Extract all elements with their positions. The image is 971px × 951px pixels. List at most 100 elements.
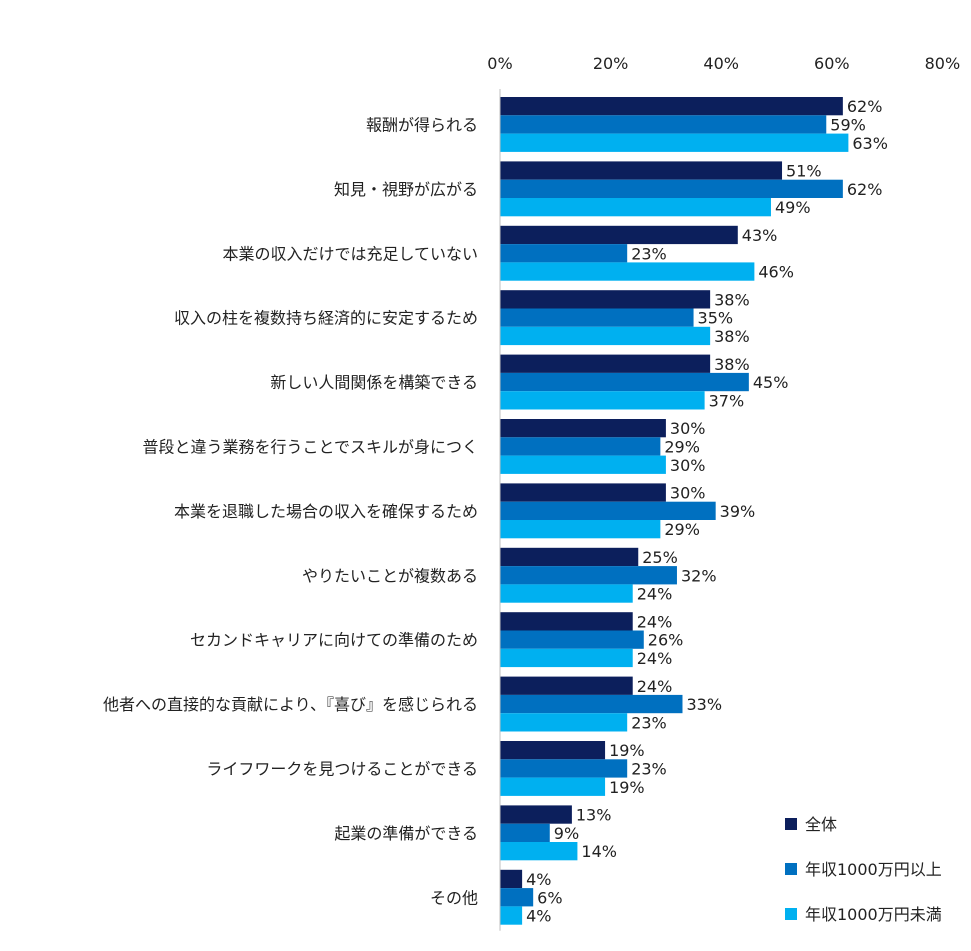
bar <box>500 777 606 796</box>
bar <box>500 115 827 134</box>
x-tick-label: 0% <box>487 54 512 73</box>
legend-label: 年収1000万円以上 <box>805 860 942 879</box>
bar <box>500 612 633 631</box>
bar-value-label: 29% <box>664 437 700 456</box>
bar-value-label: 39% <box>720 502 756 521</box>
bar-value-label: 30% <box>670 456 706 475</box>
bar-value-label: 13% <box>576 806 612 825</box>
category-label: 収入の柱を複数持ち経済的に安定するため <box>174 309 478 328</box>
bar <box>500 391 705 410</box>
bar <box>500 161 783 180</box>
bar <box>500 372 749 392</box>
bar <box>500 694 683 714</box>
bar <box>500 262 755 281</box>
category-label: 本業を退職した場合の収入を確保するため <box>174 502 478 521</box>
bar-value-label: 14% <box>581 842 617 861</box>
bar <box>500 630 644 649</box>
bar <box>500 648 633 668</box>
bar <box>500 179 843 198</box>
bar <box>500 906 523 925</box>
x-axis-ticks: 0% 20% 40% 60% 80% <box>487 54 960 73</box>
x-tick-label: 60% <box>814 54 850 73</box>
bar <box>500 823 550 842</box>
bar <box>500 244 628 263</box>
bar-value-label: 30% <box>670 419 706 438</box>
bar-value-label: 23% <box>631 759 667 778</box>
bar <box>500 869 523 889</box>
bar <box>500 501 716 520</box>
bar <box>500 741 606 760</box>
bar <box>500 566 677 585</box>
bar-value-label: 38% <box>714 327 750 346</box>
bar <box>500 354 711 373</box>
bar-value-label: 49% <box>775 198 811 217</box>
x-tick-label: 40% <box>703 54 739 73</box>
bar-value-label: 24% <box>637 585 673 604</box>
bar-value-label: 19% <box>609 778 645 797</box>
bar <box>500 547 639 567</box>
bar <box>500 225 738 245</box>
category-label: 他者への直接的な貢献により、『喜び』を感じられる <box>103 695 478 714</box>
bar <box>500 805 572 824</box>
bar <box>500 483 666 502</box>
bar-value-label: 25% <box>642 548 678 567</box>
bar-value-label: 9% <box>554 824 579 843</box>
bar <box>500 455 666 474</box>
bar <box>500 97 843 116</box>
category-label: 普段と違う業務を行うことでスキルが身につく <box>142 437 478 456</box>
bar-value-label: 63% <box>852 134 888 153</box>
bar <box>500 437 661 456</box>
bar <box>500 676 633 695</box>
category-label: 起業の準備ができる <box>334 824 478 843</box>
bar-value-label: 46% <box>758 263 794 282</box>
bar-value-label: 45% <box>753 373 789 392</box>
bar <box>500 713 628 732</box>
x-tick-label: 80% <box>925 54 961 73</box>
bar <box>500 133 849 152</box>
bar-value-label: 30% <box>670 484 706 503</box>
bar-value-label: 38% <box>714 355 750 374</box>
bar <box>500 419 666 438</box>
category-label: やりたいことが複数ある <box>302 566 478 585</box>
bar <box>500 842 578 861</box>
bar-value-label: 4% <box>526 870 551 889</box>
bar-value-label: 32% <box>681 566 717 585</box>
category-label: 知見・視野が広がる <box>334 180 478 199</box>
legend-swatch <box>785 818 797 830</box>
bars-group <box>500 97 849 925</box>
bar-value-label: 29% <box>664 520 700 539</box>
legend-swatch <box>785 863 797 875</box>
bar <box>500 308 694 327</box>
value-labels-group: 62%59%63%51%62%49%43%23%46%38%35%38%38%4… <box>526 97 888 925</box>
bar-value-label: 24% <box>637 677 673 696</box>
bar-value-label: 35% <box>698 309 734 328</box>
bar-value-label: 38% <box>714 290 750 309</box>
bar <box>500 520 661 539</box>
bar-value-label: 24% <box>637 612 673 631</box>
bar-value-label: 4% <box>526 907 551 926</box>
bar-value-label: 51% <box>786 162 822 181</box>
legend-label: 年収1000万円未満 <box>805 905 942 924</box>
legend-label: 全体 <box>805 815 837 834</box>
bar-value-label: 23% <box>631 244 667 263</box>
bar-value-label: 19% <box>609 741 645 760</box>
bar-value-label: 62% <box>847 97 883 116</box>
category-label: 本業の収入だけでは充足していない <box>222 244 478 263</box>
bar-value-label: 23% <box>631 713 667 732</box>
bar <box>500 584 633 603</box>
legend-swatch <box>785 908 797 920</box>
category-label: その他 <box>430 888 478 907</box>
bar <box>500 290 711 309</box>
category-labels-group: 報酬が得られる知見・視野が広がる本業の収入だけでは充足していない収入の柱を複数持… <box>103 115 478 907</box>
bar <box>500 759 628 778</box>
category-label: 新しい人間関係を構築できる <box>270 373 478 392</box>
x-tick-label: 20% <box>593 54 629 73</box>
bar <box>500 326 711 346</box>
bar-value-label: 37% <box>709 391 745 410</box>
bar <box>500 198 771 217</box>
category-label: ライフワークを見つけることができる <box>206 759 478 778</box>
bar-value-label: 43% <box>742 226 778 245</box>
bar <box>500 888 534 907</box>
